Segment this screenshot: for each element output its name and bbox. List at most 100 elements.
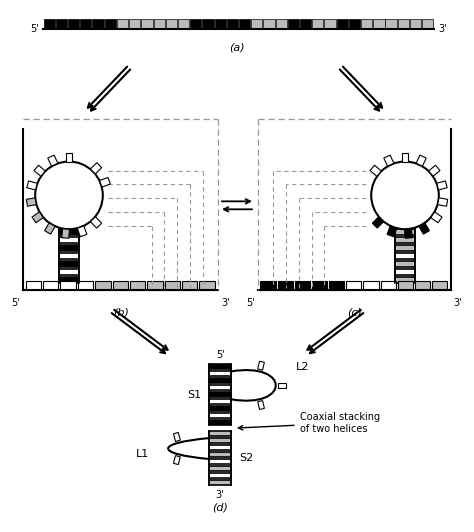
Bar [190,19,201,29]
Polygon shape [384,155,394,166]
Polygon shape [438,198,448,206]
Bar [395,237,415,243]
Polygon shape [372,217,383,228]
Bar [432,281,447,290]
Bar [275,19,287,29]
Text: (c): (c) [347,308,362,318]
Bar [209,400,231,404]
Bar [117,19,128,29]
Bar [209,473,231,478]
Text: 3': 3' [216,490,224,500]
Polygon shape [416,155,426,166]
Bar [381,281,396,290]
Bar [26,281,41,290]
Bar [178,19,189,29]
Polygon shape [431,212,442,223]
Bar [209,392,231,397]
Text: 5': 5' [11,298,20,308]
Polygon shape [100,178,110,187]
Text: L1: L1 [136,448,149,459]
Bar [129,19,140,29]
Bar [78,281,93,290]
Text: 5': 5' [246,298,255,308]
Text: 3': 3' [221,298,230,308]
Bar [398,19,409,29]
Bar [209,371,231,377]
Polygon shape [27,181,37,190]
Bar [59,269,79,275]
Bar [92,19,104,29]
Polygon shape [404,229,412,238]
Bar [361,19,372,29]
Text: S1: S1 [187,390,201,400]
Bar [395,277,415,283]
Bar [61,281,76,290]
Bar [385,19,397,29]
Text: (a): (a) [229,42,245,52]
Bar [209,431,231,436]
Bar [59,277,79,283]
Polygon shape [48,155,58,166]
Bar [312,19,323,29]
Bar [227,19,238,29]
Bar [398,281,413,290]
Polygon shape [370,165,382,176]
Text: (d): (d) [212,503,228,513]
Bar [199,281,215,290]
Bar [147,281,163,290]
Bar [209,452,231,457]
Bar [395,229,415,235]
Bar [68,19,79,29]
Bar [209,364,231,369]
Bar [410,19,421,29]
Bar [325,19,336,29]
Polygon shape [258,401,264,410]
Polygon shape [45,223,55,234]
Polygon shape [62,229,70,238]
Polygon shape [32,212,43,223]
Bar [295,281,310,290]
Polygon shape [401,153,409,162]
Bar [209,406,231,411]
Text: L2: L2 [296,362,309,372]
Text: (b): (b) [113,308,128,318]
Bar [300,19,311,29]
Polygon shape [173,433,180,442]
Bar [329,281,344,290]
Bar [209,438,231,443]
Bar [112,281,128,290]
Bar [154,19,165,29]
Bar [239,19,250,29]
Bar [260,281,275,290]
Polygon shape [419,223,429,234]
Bar [364,281,379,290]
Polygon shape [77,226,87,237]
Text: Coaxial stacking
of two helices: Coaxial stacking of two helices [238,412,380,434]
Bar [80,19,91,29]
Bar [374,19,384,29]
Bar [209,466,231,471]
Bar [288,19,299,29]
Bar [141,19,153,29]
Polygon shape [437,181,447,190]
Bar [182,281,197,290]
Bar [209,445,231,450]
Bar [312,281,327,290]
Bar [337,19,348,29]
Bar [215,19,226,29]
Polygon shape [428,165,440,176]
Bar [130,281,145,290]
Polygon shape [278,383,286,388]
Bar [202,19,214,29]
Bar [59,261,79,267]
Bar [278,281,293,290]
Text: 5': 5' [216,350,225,360]
Bar [56,19,67,29]
Bar [264,19,274,29]
Bar [209,378,231,384]
Polygon shape [26,198,36,206]
Text: 3': 3' [454,298,462,308]
Bar [209,413,231,418]
Bar [43,281,58,290]
Circle shape [371,162,439,229]
